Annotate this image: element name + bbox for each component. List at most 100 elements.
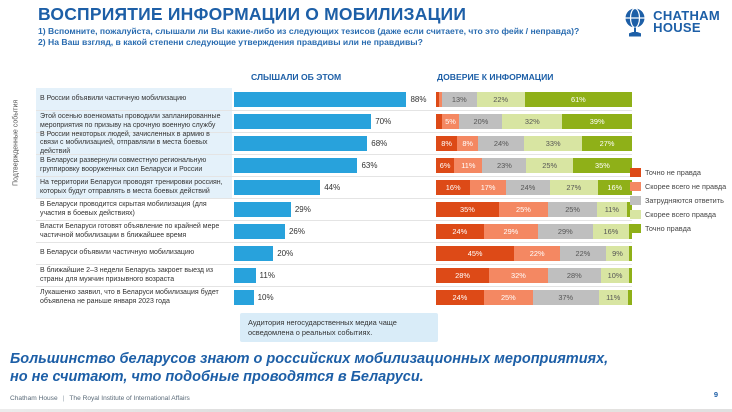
trust-segment-3: 20% bbox=[459, 114, 503, 129]
legend-label: Скорее всего правда bbox=[645, 210, 717, 219]
trust-segment-5: 16% bbox=[597, 180, 632, 195]
statement-label: В Беларуси объявили частичную мобилизаци… bbox=[40, 249, 195, 257]
heard-value: 70% bbox=[375, 117, 392, 126]
trust-segment-4: 25% bbox=[526, 158, 573, 173]
statement-label: В России объявили частичную мобилизацию bbox=[36, 88, 232, 110]
trust-segment-2: 5% bbox=[441, 114, 460, 129]
heard-value: 29% bbox=[294, 205, 311, 214]
chart-row: Власти Беларуси готовят объявление по кр… bbox=[36, 220, 632, 242]
legend: Точно не правда Скорее всего не правда Зат… bbox=[630, 168, 726, 233]
logo-line-2: HOUSE bbox=[653, 20, 701, 35]
trust-segment-2: 22% bbox=[514, 246, 561, 261]
trust-segment-5: 35% bbox=[572, 158, 632, 173]
chart-rows: В России объявили частичную мобилизацию 8… bbox=[36, 88, 633, 308]
footer-divider: | bbox=[62, 395, 65, 402]
chart-row: На территории Беларуси проводят трениров… bbox=[36, 176, 632, 198]
heard-bar bbox=[234, 158, 358, 173]
heard-bar bbox=[234, 91, 407, 107]
column-header-trust: ДОВЕРИЕ К ИНФОРМАЦИИ bbox=[437, 72, 554, 82]
chart-row: Лукашенко заявил, что в Беларуси мобилиз… bbox=[36, 286, 633, 308]
trust-stacked-bar: 24% 25% 37% 11% bbox=[436, 290, 633, 305]
trust-segment-4: 22% bbox=[476, 91, 525, 107]
heard-bar-cell: 70% bbox=[232, 114, 436, 129]
trust-segment-3: 24% bbox=[478, 136, 525, 151]
chart-row: В ближайшие 2–3 недели Беларусь закроет … bbox=[36, 264, 633, 286]
bottom-strip bbox=[0, 409, 732, 412]
heard-value: 63% bbox=[361, 161, 378, 170]
chart-row: В Беларуси проводится скрытая мобилизаци… bbox=[36, 198, 633, 220]
page-title: ВОСПРИЯТИЕ ИНФОРМАЦИИ О МОБИЛИЗАЦИИ bbox=[38, 4, 467, 24]
trust-segment-4: 33% bbox=[524, 136, 583, 151]
trust-segment-1: 8% bbox=[436, 136, 458, 151]
trust-segment-1: 6% bbox=[436, 158, 455, 173]
statement-label: В Беларуси развернули совместную региона… bbox=[36, 155, 232, 176]
subtitle-question-1: 1) Вспомните, пожалуйста, слышали ли Вы … bbox=[38, 26, 580, 36]
trust-stacked-bar: 16% 17% 24% 27% 16% bbox=[436, 180, 632, 195]
footer: Chatham House | The Royal Institute of I… bbox=[10, 395, 190, 402]
legend-item: Затрудняются ответить bbox=[630, 196, 726, 205]
trust-segment-5: 61% bbox=[524, 91, 632, 107]
trust-segment-1: 16% bbox=[436, 180, 471, 195]
trust-segment-1: 45% bbox=[436, 246, 515, 261]
footer-org: Chatham House bbox=[10, 395, 58, 402]
statement-label: Лукашенко заявил, что в Беларуси мобилиз… bbox=[40, 289, 219, 305]
heard-bar bbox=[234, 268, 256, 283]
heard-bar bbox=[234, 202, 291, 217]
trust-segment-3: 22% bbox=[560, 246, 606, 261]
trust-segment-4: 16% bbox=[592, 224, 630, 239]
trust-stacked-bar: 35% 25% 25% 11% bbox=[436, 202, 633, 217]
chart-row: В Беларуси объявили частичную мобилизаци… bbox=[36, 242, 632, 264]
trust-segment-3: 28% bbox=[547, 268, 601, 283]
heard-bar-cell: 10% bbox=[232, 290, 436, 305]
legend-color-chip bbox=[630, 182, 641, 191]
heard-bar-cell: 63% bbox=[232, 158, 436, 173]
statement-label: В России некоторых людей, зачисленных в … bbox=[36, 131, 232, 155]
heard-value: 11% bbox=[259, 271, 275, 280]
heard-bar-cell: 20% bbox=[232, 246, 436, 261]
heard-bar bbox=[234, 180, 321, 195]
chart-row: Этой осенью военкоматы проводили заплани… bbox=[36, 110, 632, 132]
trust-segment-3: 23% bbox=[482, 158, 527, 173]
conclusion-line-2: но не считают, что подобные проводятся в… bbox=[10, 368, 424, 385]
trust-segment-2: 29% bbox=[483, 224, 539, 239]
conclusion-line-1: Большинство беларусов знают о российских… bbox=[10, 351, 609, 367]
legend-item: Скорее всего не правда bbox=[630, 182, 726, 191]
heard-bar-cell: 88% bbox=[232, 91, 436, 107]
trust-segment-1 bbox=[436, 114, 442, 129]
trust-segment-1: 24% bbox=[436, 224, 484, 239]
trust-stacked-bar: 13% 22% 61% bbox=[436, 91, 632, 107]
legend-color-chip bbox=[630, 196, 641, 205]
trust-segment-5 bbox=[629, 246, 632, 261]
chart-row: В России некоторых людей, зачисленных в … bbox=[36, 131, 632, 155]
chatham-house-logo: CHATHAM HOUSE bbox=[622, 7, 720, 37]
trust-segment-1: 28% bbox=[436, 268, 490, 283]
heard-bar bbox=[234, 290, 254, 305]
trust-segment-5 bbox=[629, 268, 633, 283]
statement-label: В Беларуси проводится скрытая мобилизаци… bbox=[40, 201, 207, 217]
footer-institute: The Royal Institute of International Aff… bbox=[69, 395, 190, 402]
trust-segment-2: 32% bbox=[489, 268, 548, 283]
statement-label: На территории Беларуси проводят трениров… bbox=[36, 177, 232, 198]
legend-label: Точно правда bbox=[645, 224, 691, 233]
legend-color-chip bbox=[630, 224, 641, 233]
legend-label: Точно не правда bbox=[645, 168, 701, 177]
trust-segment-5: 39% bbox=[562, 114, 632, 129]
chart-row: В Беларуси развернули совместную региона… bbox=[36, 154, 632, 176]
trust-segment-3: 13% bbox=[442, 91, 477, 107]
trust-segment-4: 11% bbox=[597, 202, 627, 217]
heard-bar-cell: 29% bbox=[232, 202, 436, 217]
statement-label: Этой осенью военкоматы проводили заплани… bbox=[36, 111, 232, 132]
trust-segment-5 bbox=[626, 202, 633, 217]
page-number: 9 bbox=[713, 390, 718, 399]
trust-segment-2: 11% bbox=[454, 158, 483, 173]
trust-segment-4: 9% bbox=[605, 246, 630, 261]
trust-segment-3: 37% bbox=[532, 290, 599, 305]
trust-segment-2 bbox=[439, 91, 443, 107]
heard-bar-cell: 68% bbox=[232, 136, 436, 151]
heard-bar bbox=[234, 224, 285, 239]
subtitle-question-2: 2) На Ваш взгляд, в какой степени следую… bbox=[38, 37, 423, 47]
heard-bar bbox=[234, 114, 372, 129]
column-header-heard: СЛЫШАЛИ ОБ ЭТОМ bbox=[251, 72, 342, 82]
heard-value: 20% bbox=[277, 249, 294, 258]
globe-icon bbox=[625, 7, 645, 37]
